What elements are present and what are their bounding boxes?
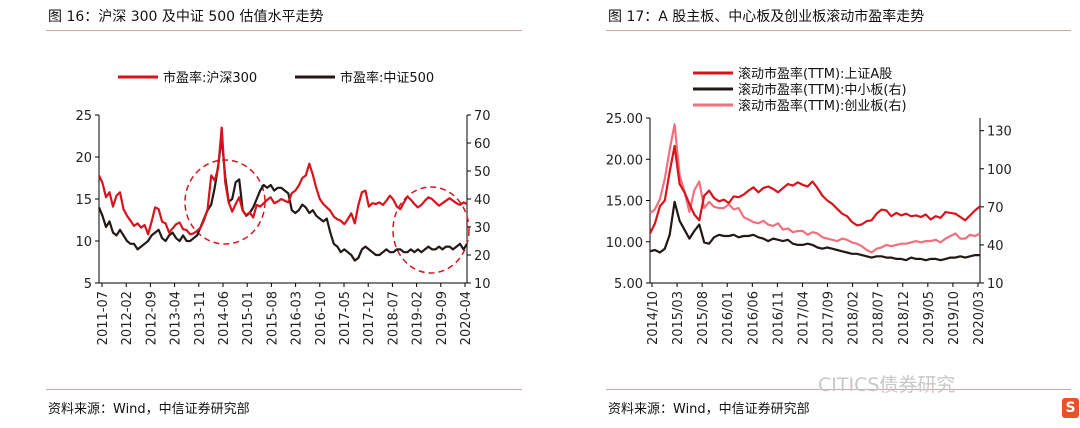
right-y-tick-label: 10 (987, 277, 1004, 292)
line-chart-board-pe: 25.00 20.00 15.00 10.00 5.00 130 100 70 40 10 2014… (606, 66, 1012, 345)
right-y-tick-label: 10 (474, 277, 491, 292)
left-y-tick-label: 5.00 (614, 277, 643, 292)
chart-source: 资料来源：Wind，中信证券研究部 (48, 402, 250, 417)
series-line-1 (98, 126, 468, 236)
x-tick-label: 2020/03 (972, 291, 987, 345)
left-y-tick-label: 15 (75, 193, 92, 208)
x-tick-label: 2016-03 (290, 291, 305, 345)
right-y-tick-label: 100 (987, 163, 1012, 178)
x-tick-label: 2014-06 (217, 291, 232, 345)
series-line-1 (649, 144, 981, 234)
source-divider (46, 389, 522, 390)
x-tick-label: 2016/06 (746, 291, 761, 345)
right-y-tick-label: 60 (474, 137, 491, 152)
x-tick-label: 2019-09 (435, 291, 450, 345)
left-y-tick-label: 25.00 (606, 112, 643, 127)
series-line-2 (649, 200, 980, 262)
left-y-tick-label: 10.00 (606, 236, 643, 251)
chart-source: 资料来源：Wind，中信证券研究部 (608, 402, 810, 417)
series-line-3 (649, 123, 981, 254)
series-line-2 (97, 136, 468, 262)
left-y-tick-label: 10 (75, 235, 92, 250)
chart-panel-board-pe: 图 17：A 股主板、中心板及创业板滚动市盈率走势 25.00 20.00 15.0… (560, 0, 1080, 428)
highlight-circle (392, 186, 470, 274)
right-y-tick-label: 40 (987, 239, 1004, 254)
chart-panel-hs300-csi500: 图 16：沪深 300 及中证 500 估值水平走势 25 20 15 10 5 70 60… (0, 0, 530, 428)
right-y-tick-label: 20 (474, 249, 491, 264)
x-tick-label: 2016/01 (721, 291, 736, 345)
x-tick-label: 2011-07 (96, 291, 111, 345)
x-tick-label: 2014/10 (646, 291, 661, 345)
x-tick-label: 2015/08 (696, 291, 711, 345)
x-tick-label: 2019/05 (922, 291, 937, 345)
right-y-tick-label: 40 (474, 193, 491, 208)
title-divider (606, 30, 1071, 31)
x-tick-label: 2017/04 (796, 291, 811, 345)
x-tick-label: 2017/09 (822, 291, 837, 345)
right-y-tick-label: 70 (987, 201, 1004, 216)
left-y-tick-label: 20.00 (606, 153, 643, 168)
right-y-tick-label: 50 (474, 165, 491, 180)
x-tick-label: 2015-01 (241, 291, 256, 345)
legend-label: 市盈率:沪深300 (163, 70, 257, 86)
legend-label: 滚动市盈率(TTM):创业板(右) (738, 98, 907, 114)
x-tick-label: 2013-04 (169, 291, 184, 345)
x-tick-label: 2018-07 (386, 291, 401, 345)
x-tick-label: 2016/11 (771, 291, 786, 345)
x-tick-label: 2017-12 (362, 291, 377, 345)
legend-label: 市盈率:中证500 (340, 70, 434, 86)
x-tick-label: 2017-05 (338, 291, 353, 345)
x-tick-label: 2012-09 (144, 291, 159, 345)
line-chart-hs300-csi500: 25 20 15 10 5 70 60 50 40 30 20 10 2011-07 2012-02 201… (75, 70, 491, 345)
right-y-tick-label: 130 (987, 125, 1012, 140)
x-tick-label: 2018/07 (872, 291, 887, 345)
x-tick-label: 2013-11 (193, 291, 208, 345)
chart-title: 图 16：沪深 300 及中证 500 估值水平走势 (48, 9, 324, 25)
legend-label: 滚动市盈率(TTM):中小板(右) (738, 82, 907, 98)
x-tick-label: 2018/12 (897, 291, 912, 345)
x-tick-label: 2015/03 (671, 291, 686, 345)
x-tick-label: 2019-02 (411, 291, 426, 345)
x-tick-label: 2015-08 (265, 291, 280, 345)
watermark-text: CITICS债券研究 (818, 374, 956, 396)
title-divider (46, 30, 522, 31)
legend-label: 滚动市盈率(TTM):上证A股 (738, 66, 892, 82)
left-y-tick-label: 5 (84, 277, 92, 292)
x-tick-label: 2020-04 (459, 291, 474, 345)
source-divider (606, 389, 1071, 390)
x-tick-label: 2018/02 (847, 291, 862, 345)
x-tick-label: 2012-02 (120, 291, 135, 345)
x-tick-label: 2016-10 (314, 291, 329, 345)
brand-logo-icon: S (1062, 398, 1079, 418)
left-y-tick-label: 25 (75, 109, 92, 124)
left-y-tick-label: 20 (75, 151, 92, 166)
right-y-tick-label: 70 (474, 109, 491, 124)
left-y-tick-label: 15.00 (606, 195, 643, 210)
right-y-tick-label: 30 (474, 221, 491, 236)
chart-title: 图 17：A 股主板、中心板及创业板滚动市盈率走势 (608, 9, 925, 25)
x-tick-label: 2019/10 (947, 291, 962, 345)
